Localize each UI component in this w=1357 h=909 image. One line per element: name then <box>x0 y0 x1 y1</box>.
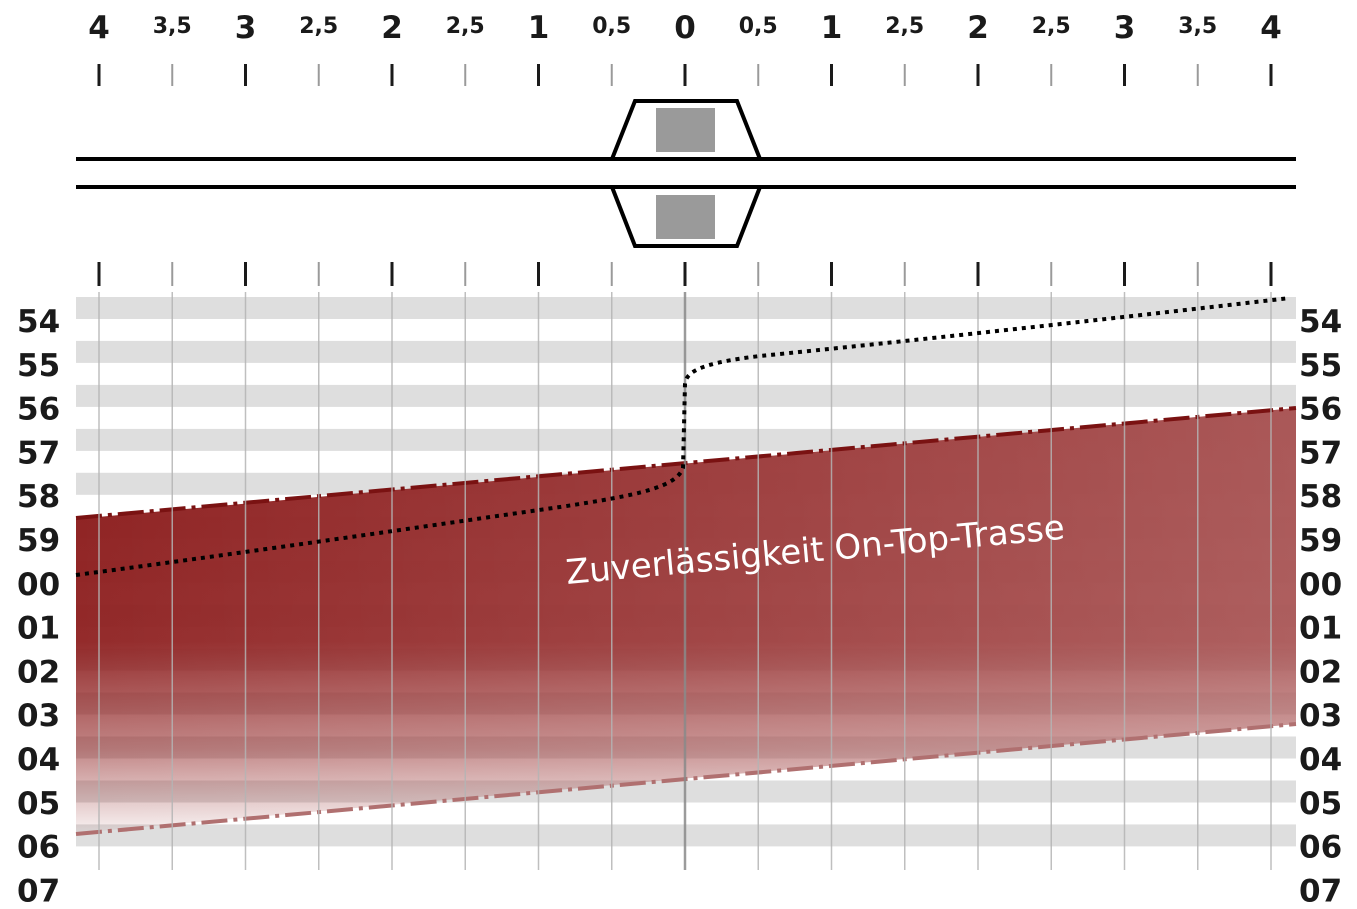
time-label: 07 <box>17 873 60 909</box>
station-outline-upper <box>610 99 762 160</box>
time-label: 01 <box>1299 611 1342 647</box>
distance-axis-labels: 4 3,5 3 2,5 2 2,5 1 0,5 0 0,5 1 2,5 2 2,5 3 3,5 4 <box>88 10 1282 46</box>
time-label: 03 <box>17 698 60 734</box>
distance-label: 3,5 <box>153 14 192 39</box>
distance-label: 2 <box>381 10 403 46</box>
time-label: 57 <box>17 435 60 471</box>
time-label: 58 <box>1299 479 1342 515</box>
time-label: 04 <box>17 742 60 778</box>
distance-label: 2 <box>967 10 989 46</box>
time-label: 00 <box>17 567 60 603</box>
time-label: 55 <box>17 348 60 384</box>
time-axis-labels-right: 54 55 56 57 58 59 00 01 02 03 04 05 06 07 <box>1299 304 1342 909</box>
time-label: 05 <box>1299 786 1342 822</box>
distance-label: 2,5 <box>299 14 338 39</box>
distance-label: 2,5 <box>446 14 485 39</box>
time-label: 02 <box>17 654 60 690</box>
time-label: 56 <box>1299 392 1342 428</box>
distance-label: 0,5 <box>592 14 631 39</box>
platform-lower <box>656 195 715 239</box>
time-label: 59 <box>17 523 60 559</box>
distance-label: 3,5 <box>1178 14 1217 39</box>
time-label: 06 <box>1299 830 1342 866</box>
platform-upper <box>656 108 715 152</box>
station-outline-lower <box>610 186 762 248</box>
time-label: 55 <box>1299 348 1342 384</box>
distance-axis-ticks-bottom <box>97 262 1273 286</box>
time-label: 00 <box>1299 567 1342 603</box>
distance-label: 0,5 <box>739 14 778 39</box>
time-label: 59 <box>1299 523 1342 559</box>
time-label: 56 <box>17 392 60 428</box>
time-label: 02 <box>1299 654 1342 690</box>
distance-label: 3 <box>235 10 257 46</box>
distance-axis-ticks-top <box>97 64 1273 86</box>
distance-label: 0 <box>674 10 696 46</box>
distance-label: 4 <box>1260 10 1282 46</box>
time-label: 05 <box>17 786 60 822</box>
train-trajectory <box>75 296 1291 577</box>
time-axis-labels-left: 54 55 56 57 58 59 00 01 02 03 04 05 06 07 <box>17 304 60 909</box>
time-label: 01 <box>17 611 60 647</box>
distance-label: 2,5 <box>885 14 924 39</box>
time-label: 54 <box>17 304 60 340</box>
time-label: 04 <box>1299 742 1342 778</box>
distance-label: 3 <box>1114 10 1136 46</box>
distance-label: 4 <box>88 10 110 46</box>
track-schematic <box>76 99 1296 248</box>
time-label: 03 <box>1299 698 1342 734</box>
time-label: 58 <box>17 479 60 515</box>
distance-label: 2,5 <box>1032 14 1071 39</box>
time-label: 07 <box>1299 873 1342 909</box>
time-label: 57 <box>1299 435 1342 471</box>
time-label: 06 <box>17 830 60 866</box>
distance-grid <box>98 292 1272 870</box>
time-label: 54 <box>1299 304 1342 340</box>
distance-label: 1 <box>528 10 550 46</box>
distance-label: 1 <box>821 10 843 46</box>
